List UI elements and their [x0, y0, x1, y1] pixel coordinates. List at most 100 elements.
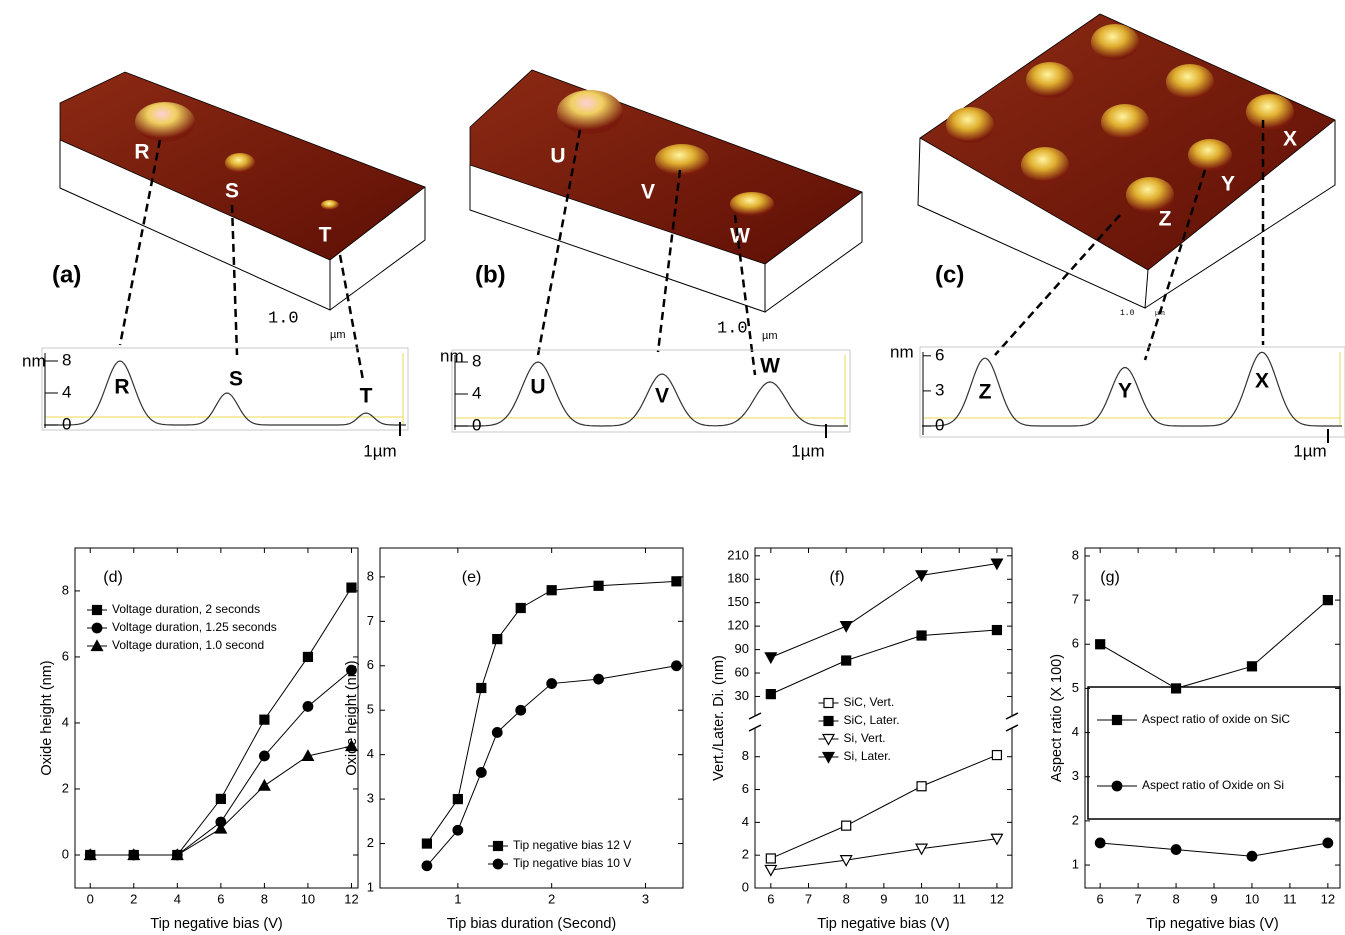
marker: [1113, 716, 1122, 725]
oxide-dot: [1188, 139, 1232, 171]
y-tick-label: 6: [367, 657, 374, 672]
marker: [547, 586, 556, 595]
profile-peak-label: T: [360, 385, 373, 408]
legend-label: Si, Vert.: [844, 731, 886, 745]
y-axis-label: Aspect ratio (X 100): [1049, 654, 1065, 782]
marker: [1171, 845, 1181, 855]
y-tick-label: 1: [1072, 856, 1079, 871]
marker: [92, 623, 102, 633]
y-tick-label: 4: [1072, 724, 1079, 739]
x-tick-label: 11: [1283, 891, 1297, 906]
y-tick-label: 3: [1072, 768, 1079, 783]
marker: [992, 626, 1001, 635]
y-tick-label: 2: [367, 835, 374, 850]
oxide-dot: [1021, 147, 1069, 183]
y-tick-label: 180: [727, 571, 749, 586]
oxide-dot: [225, 153, 255, 173]
marker: [824, 717, 833, 726]
x-tick-label: 6: [767, 891, 774, 906]
peak-label: Z: [1159, 208, 1172, 231]
marker: [216, 794, 225, 803]
y-tick-label: 30: [735, 688, 749, 703]
marker: [422, 861, 432, 871]
y-tick-label: 8: [1072, 547, 1079, 562]
y-tick-label: 8: [742, 748, 749, 763]
marker: [494, 842, 503, 851]
marker: [453, 795, 462, 804]
x-tick-label: 7: [805, 891, 812, 906]
scale-label: 1.0: [717, 319, 748, 338]
legend-label: Aspect ratio of Oxide on Si: [1142, 778, 1284, 792]
scale-bar-label: 1µm: [1293, 441, 1326, 460]
oxide-dot: [135, 102, 195, 142]
peak-label: V: [641, 181, 655, 204]
legend-label: Voltage duration, 1.25 seconds: [112, 620, 277, 634]
peak-label: S: [225, 180, 239, 203]
marker: [766, 854, 775, 863]
y-tick-label: 2: [62, 780, 69, 795]
x-tick-label: 2: [130, 891, 137, 906]
guide-line: [340, 255, 363, 380]
profile-peak-label: Y: [1118, 380, 1132, 403]
oxide-dot: [321, 200, 339, 210]
panel-label: (e): [462, 569, 482, 586]
x-tick-label: 11: [952, 891, 966, 906]
legend-label: Si, Later.: [844, 749, 891, 763]
marker: [547, 679, 557, 689]
marker: [303, 652, 312, 661]
guide-line: [995, 215, 1120, 355]
marker: [594, 674, 604, 684]
series-line: [427, 666, 677, 866]
y-tick-label: 4: [367, 746, 374, 761]
profile-tick-label: 4: [62, 382, 71, 401]
height-profile: [44, 361, 406, 425]
x-tick-label: 10: [914, 891, 928, 906]
y-tick-label: 5: [1072, 680, 1079, 695]
x-tick-label: 7: [1135, 891, 1142, 906]
peak-label: Y: [1221, 173, 1235, 196]
x-tick-label: 3: [642, 891, 649, 906]
marker: [303, 702, 313, 712]
marker: [1095, 838, 1105, 848]
profile-tick-label: 6: [935, 345, 944, 364]
panel-label: (c): [935, 261, 964, 288]
marker: [824, 699, 833, 708]
y-tick-label: 150: [727, 594, 749, 609]
y-tick-label: 6: [742, 781, 749, 796]
scale-unit: µm: [330, 329, 346, 341]
marker: [347, 583, 356, 592]
y-axis-label: Vert./Later. Di. (nm): [711, 655, 727, 781]
profile-unit: nm: [22, 351, 46, 370]
profile-tick-label: 0: [472, 415, 481, 434]
scale-bar-label: 1µm: [363, 441, 396, 460]
y-tick-label: 6: [62, 648, 69, 663]
scale-unit: µm: [762, 330, 778, 342]
peak-label: R: [134, 141, 149, 164]
profile-frame: [452, 350, 850, 432]
y-tick-label: 2: [742, 847, 749, 862]
marker: [842, 656, 851, 665]
y-tick-label: 6: [1072, 636, 1079, 651]
y-tick-label: 3: [367, 791, 374, 806]
series-line: [1100, 843, 1328, 856]
marker: [1096, 640, 1105, 649]
profile-unit: nm: [440, 346, 464, 365]
marker: [1247, 662, 1256, 671]
x-tick-label: 9: [1210, 891, 1217, 906]
x-tick-label: 6: [217, 891, 224, 906]
profile-peak-label: Z: [979, 381, 992, 404]
legend-label: SiC, Later.: [844, 713, 900, 727]
marker: [516, 604, 525, 613]
oxide-dot: [1101, 104, 1149, 140]
y-tick-label: 7: [367, 613, 374, 628]
y-tick-label: 1: [367, 879, 374, 894]
profile-peak-label: V: [655, 385, 669, 408]
marker: [493, 859, 503, 869]
panel-label: (b): [475, 261, 506, 288]
marker: [917, 782, 926, 791]
x-axis-label: Tip negative bias (V): [150, 916, 282, 932]
legend-label: Tip negative bias 12 V: [513, 838, 631, 852]
marker: [765, 653, 776, 663]
series-line: [771, 630, 997, 694]
peak-label: W: [730, 225, 750, 248]
